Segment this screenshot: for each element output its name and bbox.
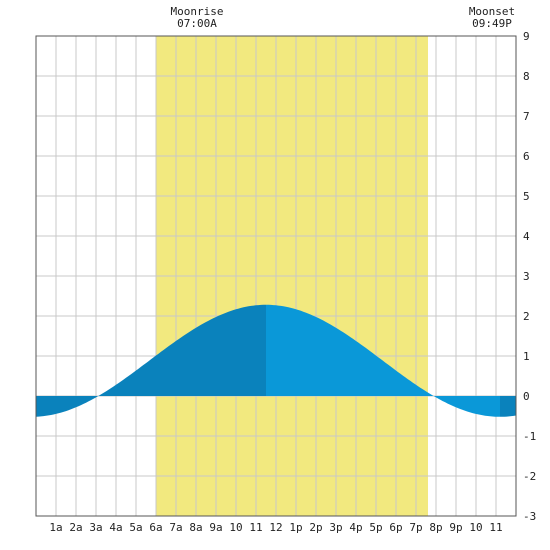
- y-tick-label: 4: [523, 230, 530, 243]
- x-tick-label: 3p: [329, 521, 342, 534]
- x-tick-label: 12: [269, 521, 282, 534]
- x-tick-label: 11: [489, 521, 502, 534]
- y-tick-label: 9: [523, 30, 530, 43]
- x-tick-label: 7p: [409, 521, 422, 534]
- x-tick-label: 2a: [69, 521, 82, 534]
- plot-frame: [35, 35, 517, 517]
- y-tick-label: 7: [523, 110, 530, 123]
- x-tick-label: 7a: [169, 521, 182, 534]
- y-tick-label: -2: [523, 470, 536, 483]
- y-tick-label: 1: [523, 350, 530, 363]
- moonset-label: Moonset 09:49P: [457, 6, 527, 30]
- y-tick-label: 5: [523, 190, 530, 203]
- x-tick-label: 1a: [49, 521, 62, 534]
- x-tick-label: 5a: [129, 521, 142, 534]
- x-tick-label: 4a: [109, 521, 122, 534]
- y-tick-label: 6: [523, 150, 530, 163]
- y-tick-label: -3: [523, 510, 536, 523]
- x-tick-label: 5p: [369, 521, 382, 534]
- x-tick-label: 3a: [89, 521, 102, 534]
- x-tick-label: 10: [469, 521, 482, 534]
- x-tick-label: 10: [229, 521, 242, 534]
- y-tick-label: 0: [523, 390, 530, 403]
- moonset-time: 09:49P: [472, 17, 512, 30]
- tide-falling-area: [266, 304, 500, 417]
- y-tick-label: 8: [523, 70, 530, 83]
- moonrise-time: 07:00A: [177, 17, 217, 30]
- x-tick-label: 8a: [189, 521, 202, 534]
- moonset-title: Moonset: [468, 5, 516, 18]
- moonrise-title: Moonrise: [170, 5, 224, 18]
- y-tick-label: 3: [523, 270, 530, 283]
- x-tick-label: 2p: [309, 521, 322, 534]
- x-tick-label: 4p: [349, 521, 362, 534]
- tide-rising-area: [36, 304, 266, 417]
- x-tick-label: 6a: [149, 521, 162, 534]
- y-tick-label: -1: [523, 430, 536, 443]
- x-tick-label: 9p: [449, 521, 462, 534]
- moonrise-label: Moonrise 07:00A: [162, 6, 232, 30]
- tide-rising-area: [500, 396, 516, 417]
- x-tick-label: 9a: [209, 521, 222, 534]
- x-tick-label: 6p: [389, 521, 402, 534]
- x-tick-label: 8p: [429, 521, 442, 534]
- y-tick-label: 2: [523, 310, 530, 323]
- x-tick-label: 1p: [289, 521, 302, 534]
- x-tick-label: 11: [249, 521, 262, 534]
